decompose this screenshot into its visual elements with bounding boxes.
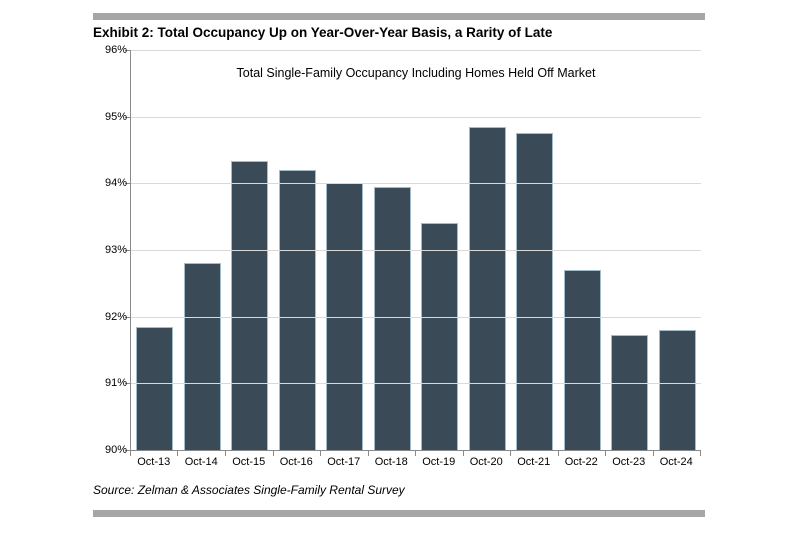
y-tick	[125, 183, 131, 185]
chart-subtitle: Total Single-Family Occupancy Including …	[236, 66, 596, 80]
x-axis-label-oct-22: Oct-22	[564, 456, 598, 468]
gridline-94pct	[131, 183, 701, 185]
report-content: Exhibit 2: Total Occupancy Up on Year-Ov…	[93, 0, 705, 553]
x-axis-label-oct-23: Oct-23	[612, 456, 646, 468]
bar-cell-oct-14	[179, 50, 227, 450]
exhibit-title: Exhibit 2: Total Occupancy Up on Year-Ov…	[93, 25, 553, 40]
bar-cell-oct-22	[559, 50, 607, 450]
x-tick	[224, 450, 226, 456]
source-note: Source: Zelman & Associates Single-Famil…	[93, 483, 405, 497]
y-axis-label: 91%	[104, 377, 127, 390]
y-tick	[125, 316, 131, 318]
x-axis-label-oct-15: Oct-15	[232, 456, 266, 468]
x-axis-label-oct-18: Oct-18	[374, 456, 408, 468]
x-tick	[509, 450, 511, 456]
bar-oct-24	[658, 330, 696, 450]
bar-oct-22	[563, 270, 601, 450]
x-axis-label-oct-19: Oct-19	[422, 456, 456, 468]
gridline-96pct	[131, 50, 701, 51]
bar-cell-oct-20	[464, 50, 512, 450]
x-axis-label-oct-16: Oct-16	[279, 456, 313, 468]
bar-oct-19	[421, 223, 459, 450]
x-tick	[367, 450, 369, 456]
x-axis-labels: Oct-13 Oct-14 Oct-15 Oct-16 Oct-17 Oct-18 Oct-…	[130, 456, 700, 468]
x-axis-label-oct-24: Oct-24	[659, 456, 693, 468]
bar-oct-14	[183, 263, 221, 450]
bar-oct-13	[136, 326, 174, 450]
bar-cell-oct-16	[274, 50, 322, 450]
x-axis-label-oct-20: Oct-20	[469, 456, 503, 468]
bar-oct-16	[278, 170, 316, 450]
gridline-95pct	[131, 116, 701, 118]
y-axis-label: 90%	[104, 444, 127, 456]
bar-cell-oct-15	[226, 50, 274, 450]
gridline-92pct	[131, 316, 701, 318]
x-tick	[557, 450, 559, 456]
x-tick	[652, 450, 654, 456]
x-tick	[700, 450, 701, 456]
x-tick	[272, 450, 274, 456]
x-axis-label-oct-21: Oct-21	[517, 456, 551, 468]
occupancy-bar-chart: Total Single-Family Occupancy Including …	[93, 0, 705, 480]
bar-oct-15	[231, 161, 269, 450]
plot-area: Total Single-Family Occupancy Including …	[105, 44, 701, 456]
x-tick	[319, 450, 321, 456]
x-axis-label-oct-17: Oct-17	[327, 456, 361, 468]
y-tick	[125, 50, 131, 51]
x-axis-label-oct-14: Oct-14	[184, 456, 218, 468]
bar-oct-23	[611, 335, 649, 450]
bar-oct-18	[373, 186, 411, 450]
y-axis-label: 93%	[104, 244, 127, 256]
bar-oct-20	[468, 126, 506, 450]
bar-cell-oct-23	[606, 50, 654, 450]
gridline-91pct	[131, 383, 701, 385]
x-axis-label-oct-13: Oct-13	[137, 456, 171, 468]
bar-series	[131, 50, 701, 450]
bar-cell-oct-24	[654, 50, 702, 450]
y-tick	[125, 116, 131, 118]
x-tick	[462, 450, 464, 456]
y-axis-label: 95%	[104, 110, 127, 123]
bar-cell-oct-13	[131, 50, 179, 450]
y-tick	[125, 450, 131, 451]
y-tick	[125, 383, 131, 385]
gridline-93pct	[131, 250, 701, 251]
x-tick	[605, 450, 606, 456]
bar-cell-oct-19	[416, 50, 464, 450]
bar-cell-oct-18	[369, 50, 417, 450]
y-axis-label: 94%	[104, 177, 127, 190]
bar-oct-21	[516, 133, 554, 450]
bar-cell-oct-21	[511, 50, 559, 450]
x-tick	[177, 450, 179, 456]
bottom-divider-bar	[93, 510, 705, 517]
y-tick	[125, 250, 131, 251]
top-divider-bar	[93, 13, 705, 20]
x-tick	[130, 450, 131, 456]
y-axis-label: 96%	[104, 44, 127, 56]
x-tick	[415, 450, 416, 456]
y-axis-label: 92%	[104, 310, 127, 323]
